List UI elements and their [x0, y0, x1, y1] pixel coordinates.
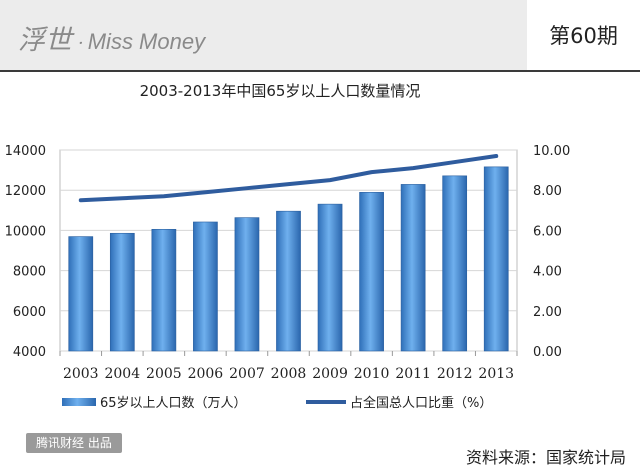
series-line: [78, 154, 499, 203]
legend-line-swatch: [306, 400, 346, 404]
bar: [234, 217, 260, 352]
brand-main: 浮世: [18, 25, 72, 56]
x-tick-label: 2003: [63, 366, 99, 382]
bar: [483, 166, 509, 352]
x-tick-label: 2004: [104, 366, 140, 382]
y-right-tick-label: 0.00: [533, 345, 562, 360]
y-right-tick-label: 4.00: [533, 265, 562, 280]
bar: [193, 221, 218, 352]
x-tick-label: 2005: [146, 366, 182, 382]
bar: [151, 228, 177, 352]
x-tick-label: 2006: [188, 366, 224, 382]
brand-logo: 浮世 · Miss Money: [18, 18, 205, 57]
y-left-tick-label: 6000: [13, 305, 46, 320]
y-left-tick-label: 10000: [5, 224, 46, 239]
legend-line-label: 占全国总人口比重（%）: [350, 395, 492, 411]
y-right-tick-label: 2.00: [533, 305, 562, 320]
x-tick-label: 2013: [478, 366, 514, 382]
x-tick-label: 2012: [437, 366, 473, 382]
y-left-tick-label: 4000: [13, 345, 46, 360]
bar: [359, 192, 384, 352]
x-tick-label: 2010: [354, 366, 390, 382]
y-right-tick-label: 8.00: [533, 184, 562, 199]
source-note: 资料来源：国家统计局: [465, 448, 626, 467]
chart-title: 2003-2013年中国65岁以上人口数量情况: [139, 82, 421, 100]
x-tick-label: 2009: [312, 366, 348, 382]
issue-number: 第60期: [527, 0, 640, 70]
x-tick-label: 2007: [229, 366, 265, 382]
y-right-tick-label: 10.00: [533, 144, 570, 159]
bar: [400, 184, 426, 352]
x-tick-label: 2011: [395, 366, 431, 382]
brand-sub: Miss Money: [87, 29, 206, 54]
brand-dot: ·: [78, 33, 84, 54]
bar: [109, 232, 135, 352]
bar: [442, 175, 468, 352]
x-tick-label: 2008: [271, 366, 307, 382]
bar: [276, 210, 301, 352]
legend-bar-label: 65岁以上人口数（万人）: [100, 396, 247, 411]
bar: [68, 236, 94, 352]
chart: 4000 6000 8000 10000 12000 14000 0.00 2.00 4.00 6…: [5, 144, 571, 411]
publisher-badge: 腾讯财经 出品: [26, 433, 122, 453]
y-left-tick-label: 14000: [5, 144, 46, 159]
y-left-tick-label: 8000: [13, 265, 46, 280]
bar: [317, 203, 343, 352]
header-divider: [0, 70, 640, 72]
legend-bar-swatch: [62, 398, 96, 406]
y-left-tick-label: 12000: [5, 184, 46, 199]
y-right-tick-label: 6.00: [533, 224, 562, 239]
